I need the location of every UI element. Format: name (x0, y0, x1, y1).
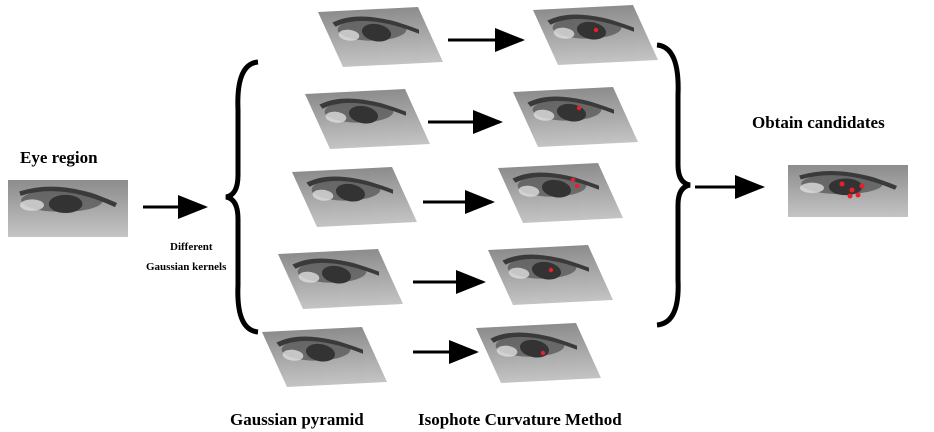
brace (656, 42, 691, 328)
label: Isophote Curvature Method (418, 410, 622, 429)
label: Obtain candidates (752, 113, 885, 132)
brace (225, 59, 259, 335)
label: Different (170, 241, 213, 253)
label: Gaussian kernels (146, 261, 227, 273)
label: Gaussian pyramid (230, 410, 364, 429)
candidate-dots (839, 181, 865, 199)
candidate-dots (540, 27, 599, 356)
eye-image (8, 180, 128, 237)
pyramid (262, 7, 443, 387)
curvature-results (476, 5, 658, 383)
label: Eye region (20, 148, 98, 167)
eye-image (788, 165, 908, 217)
arrows (413, 28, 765, 364)
